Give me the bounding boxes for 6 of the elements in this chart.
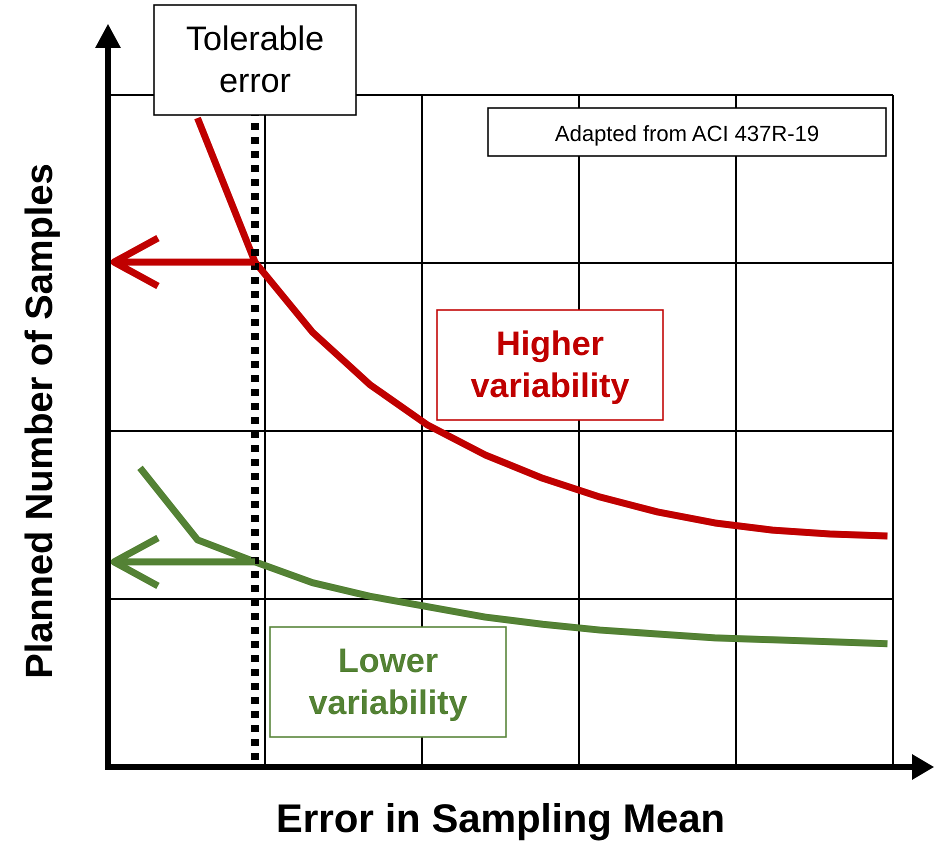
- y-axis-title: Planned Number of Samples: [19, 163, 61, 679]
- text: Tolerable error: [186, 20, 324, 100]
- series-label: Lower variability: [308, 642, 468, 722]
- series-label: Higher variability: [470, 325, 630, 405]
- x-axis-title: Error in Sampling Mean: [276, 797, 725, 841]
- annotation: Adapted from ACI 437R-19: [554, 121, 820, 146]
